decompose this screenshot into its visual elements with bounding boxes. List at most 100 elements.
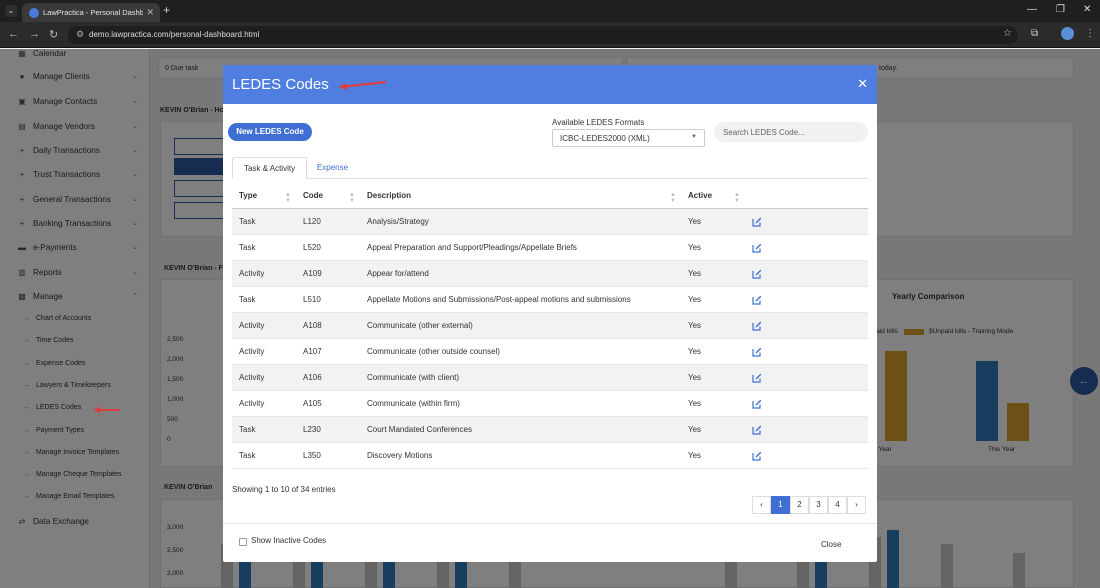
column-header-type[interactable]: Type (239, 191, 258, 200)
cell-type: Activity (239, 347, 265, 356)
tab-expense[interactable]: Expense (316, 163, 349, 172)
cell-description: Analysis/Strategy (367, 217, 429, 226)
cell-code: L510 (303, 295, 321, 304)
url-text[interactable]: demo.lawpractica.com/personal-dashboard.… (89, 30, 260, 39)
modal-header: LEDES Codes ✕ (223, 65, 877, 104)
edit-icon[interactable] (752, 295, 762, 305)
cell-active: Yes (688, 269, 702, 278)
table-row: Task L510 Appellate Motions and Submission… (232, 287, 868, 313)
edit-icon[interactable] (752, 373, 762, 383)
column-header-description[interactable]: Description (367, 191, 412, 200)
sort-icon[interactable]: ▲ ▼ (349, 192, 355, 204)
profile-avatar-icon[interactable] (1061, 27, 1074, 40)
cell-description: Communicate (other external) (367, 321, 473, 330)
tab-strip: Task & Activity Expense (232, 157, 868, 179)
forward-icon[interactable]: → (29, 28, 40, 40)
pagination-next-icon[interactable]: › (847, 496, 866, 514)
pagination-page[interactable]: 3 (809, 496, 828, 514)
edit-icon[interactable] (752, 269, 762, 279)
pagination-page[interactable]: 4 (828, 496, 847, 514)
table-row: Activity A107 Communicate (other outside c… (232, 339, 868, 365)
cell-code: L520 (303, 243, 321, 252)
cell-active: Yes (688, 425, 702, 434)
cell-description: Appeal Preparation and Support/Pleadings… (367, 243, 577, 252)
address-bar[interactable]: ⚙ demo.lawpractica.com/personal-dashboar… (68, 26, 1018, 44)
close-button[interactable]: Close (821, 540, 842, 549)
reload-icon[interactable]: ↻ (49, 29, 59, 41)
cell-description: Communicate (with client) (367, 373, 460, 382)
annotation-arrow-icon (339, 80, 387, 90)
cell-code: L350 (303, 451, 321, 460)
ledes-format-select[interactable]: ICBC-LEDES2000 (XML) ▼ (552, 129, 705, 147)
cell-type: Activity (239, 321, 265, 330)
pagination-prev-icon[interactable]: ‹ (752, 496, 771, 514)
table-header: Type ▲ ▼ Code ▲ ▼ Description ▲ ▼ Active ▲ ▼ (232, 183, 868, 209)
edit-icon[interactable] (752, 243, 762, 253)
edit-icon[interactable] (752, 217, 762, 227)
cell-type: Task (239, 243, 256, 252)
show-inactive-checkbox[interactable] (239, 538, 247, 546)
modal-footer: Show Inactive Codes Close (223, 523, 877, 562)
cell-active: Yes (688, 347, 702, 356)
cell-type: Activity (239, 269, 265, 278)
sort-icon[interactable]: ▲ ▼ (734, 192, 740, 204)
edit-icon[interactable] (752, 399, 762, 409)
pagination-page[interactable]: 2 (790, 496, 809, 514)
pagination-page[interactable]: 1 (771, 496, 790, 514)
cell-type: Activity (239, 399, 265, 408)
ledes-codes-modal: LEDES Codes ✕ New LEDES Code Available L… (223, 65, 877, 562)
search-input[interactable] (714, 122, 868, 142)
browser-menu-icon[interactable]: ⋮ (1085, 28, 1095, 39)
tab-search-button[interactable]: ⌄ (5, 5, 17, 17)
cell-description: Appellate Motions and Submissions/Post-a… (367, 295, 631, 304)
bookmark-star-icon[interactable]: ☆ (1003, 28, 1012, 39)
close-icon[interactable]: ✕ (857, 76, 868, 91)
edit-icon[interactable] (752, 425, 762, 435)
cell-code: A105 (303, 399, 322, 408)
cell-active: Yes (688, 373, 702, 382)
sort-icon[interactable]: ▲ ▼ (670, 192, 676, 204)
new-ledes-code-button[interactable]: New LEDES Code (228, 123, 312, 141)
extensions-icon[interactable]: ⧉ (1031, 28, 1039, 39)
cell-active: Yes (688, 399, 702, 408)
cell-description: Communicate (within firm) (367, 399, 460, 408)
sort-icon[interactable]: ▲ ▼ (285, 192, 291, 204)
tab-task-activity[interactable]: Task & Activity (232, 157, 307, 179)
address-bar-row: ← → ↻ ⚙ demo.lawpractica.com/personal-da… (0, 22, 1100, 48)
cell-type: Task (239, 425, 256, 434)
browser-tab-bar: ⌄ LawPractica - Personal Dashboa ✕ + — ❐… (0, 0, 1100, 22)
window-close-icon[interactable]: ✕ (1083, 4, 1092, 15)
edit-icon[interactable] (752, 321, 762, 331)
back-icon[interactable]: ← (8, 28, 19, 40)
table-row: Task L230 Court Mandated Conferences Yes (232, 417, 868, 443)
cell-code: A106 (303, 373, 322, 382)
cell-code: A108 (303, 321, 322, 330)
edit-icon[interactable] (752, 347, 762, 357)
edit-icon[interactable] (752, 451, 762, 461)
annotation-arrow-icon (94, 406, 120, 414)
formats-label: Available LEDES Formats (552, 118, 645, 127)
table-row: Activity A108 Communicate (other external)… (232, 313, 868, 339)
chevron-down-icon: ▼ (691, 134, 697, 140)
cell-active: Yes (688, 217, 702, 226)
show-inactive-label[interactable]: Show Inactive Codes (251, 536, 327, 545)
cell-type: Task (239, 451, 256, 460)
cell-code: L230 (303, 425, 321, 434)
column-header-active[interactable]: Active (688, 191, 713, 200)
cell-active: Yes (688, 451, 702, 460)
cell-type: Task (239, 217, 256, 226)
cell-description: Communicate (other outside counsel) (367, 347, 500, 356)
table-row: Task L520 Appeal Preparation and Support/P… (232, 235, 868, 261)
entries-info: Showing 1 to 10 of 34 entries (232, 485, 336, 494)
modal-title: LEDES Codes (232, 76, 329, 93)
minimize-icon[interactable]: — (1027, 4, 1037, 15)
cell-description: Appear for/attend (367, 269, 429, 278)
site-info-icon[interactable]: ⚙ (76, 29, 85, 39)
close-tab-icon[interactable]: ✕ (146, 7, 154, 17)
cell-type: Task (239, 295, 256, 304)
new-tab-button[interactable]: + (163, 3, 171, 17)
maximize-icon[interactable]: ❐ (1056, 4, 1065, 15)
column-header-code[interactable]: Code (303, 191, 323, 200)
browser-tab[interactable]: LawPractica - Personal Dashboa ✕ (22, 3, 160, 22)
table-row: Task L120 Analysis/Strategy Yes (232, 209, 868, 235)
